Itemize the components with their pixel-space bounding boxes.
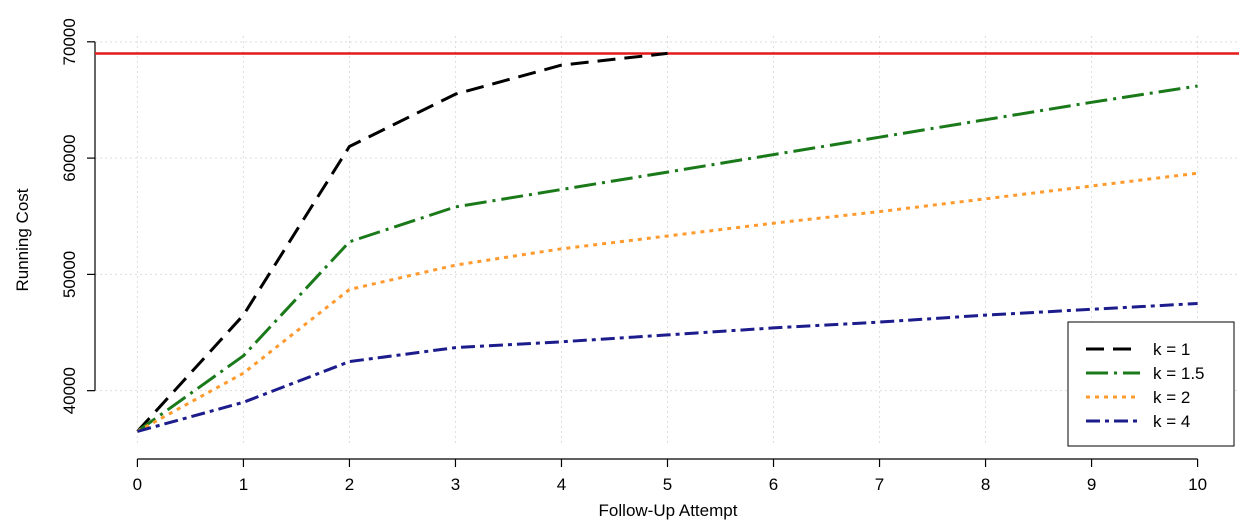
x-tick-label: 6 [769,475,778,494]
legend-label: k = 2 [1153,388,1190,407]
legend-label: k = 1 [1153,340,1190,359]
x-tick-label: 0 [133,475,142,494]
y-tick-label: 60000 [60,134,79,181]
x-tick-label: 7 [875,475,884,494]
series-line-1 [136,51,668,433]
series-line-3 [136,171,1198,433]
legend-label: k = 1.5 [1153,364,1205,383]
x-tick-label: 5 [663,475,672,494]
series-line-4 [137,302,1198,433]
y-axis-title: Running Cost [13,188,32,291]
x-tick-label: 1 [239,475,248,494]
x-tick-label: 10 [1188,475,1207,494]
legend-box [1067,321,1235,447]
y-tick-label: 40000 [60,367,79,414]
x-tick-label: 4 [557,475,566,494]
y-tick-label: 50000 [60,251,79,298]
grid [95,36,1239,443]
axes: 0 1 2 3 4 5 6 7 8 9 10 40000 50000 60000 70000 [60,18,1207,494]
x-tick-label: 8 [981,475,990,494]
y-tick-label: 70000 [60,18,79,65]
x-tick-label: 9 [1087,475,1096,494]
series-line-2 [136,84,1198,433]
x-tick-label: 2 [345,475,354,494]
series-lines [95,51,1239,433]
legend: k = 1 k = 1.5 k = 2 k = 4 [1067,321,1235,447]
x-axis-title: Follow-Up Attempt [599,501,738,520]
legend-label: k = 4 [1153,412,1190,431]
x-tick-label: 3 [451,475,460,494]
